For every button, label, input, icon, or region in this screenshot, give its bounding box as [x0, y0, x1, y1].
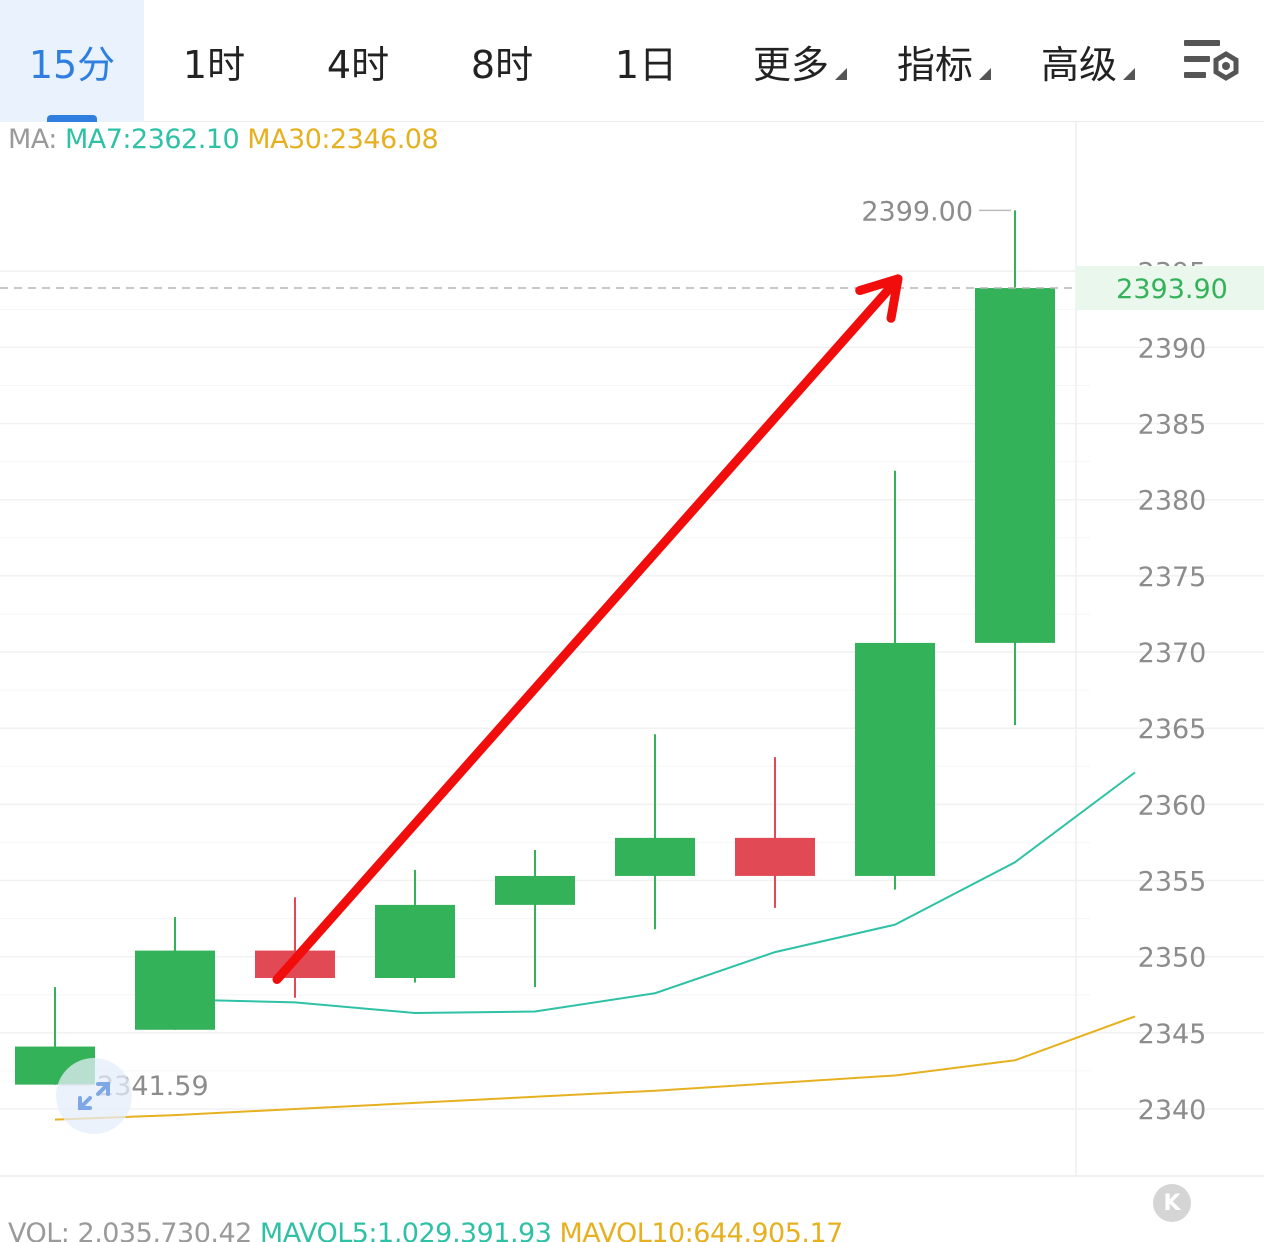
tab-1h[interactable]: 1时 [148, 0, 280, 122]
dropdown-caret-icon [979, 68, 991, 80]
tab-label: 4时 [326, 42, 390, 87]
volume-legend: VOL: 2,035,730.42 MAVOL5:1,029,391.93 MA… [8, 1218, 843, 1242]
ma30-line [54, 1015, 1136, 1121]
high-price-label: 2399.00 [861, 196, 973, 227]
y-tick-label: 2390 [1138, 333, 1207, 364]
tab-15min[interactable]: 15分 [0, 0, 144, 122]
tab-more-dropdown[interactable]: 更多 [740, 0, 860, 122]
tab-label: 15分 [28, 42, 116, 87]
tab-label: 8时 [470, 42, 534, 87]
last-price-tag [1076, 266, 1264, 311]
candle-body-up[interactable] [615, 837, 695, 876]
last-price-label: 2393.90 [1116, 274, 1228, 305]
timeframe-tabbar: 15分 1时 4时 8时 1日 更多 指标 高级 [0, 0, 1264, 122]
annotation-arrow-head [855, 274, 903, 323]
expand-chart-button[interactable] [56, 1058, 132, 1134]
tab-advanced-dropdown[interactable]: 高级 [1028, 0, 1148, 122]
chart-settings-icon[interactable] [1182, 36, 1242, 88]
kline-button-label: K [1163, 1190, 1181, 1216]
ma-prefix: MA: [8, 124, 57, 155]
y-tick-label: 2365 [1138, 714, 1207, 745]
mavol10-value: MAVOL10:644,905.17 [559, 1218, 843, 1242]
y-tick-label: 2375 [1138, 562, 1207, 593]
kline-toggle-button[interactable]: K [1153, 1184, 1191, 1222]
y-tick-label: 2355 [1138, 867, 1207, 898]
tab-label: 1时 [182, 42, 246, 87]
mavol5-value: MAVOL5:1,029,391.93 [259, 1218, 552, 1242]
candlestick-chart[interactable]: 2340 2345 2350 2355 2360 2365 2370 2375 2380 2385… [0, 122, 1264, 1184]
candle-body-up[interactable] [855, 642, 935, 876]
tab-indicators-dropdown[interactable]: 指标 [884, 0, 1004, 122]
ma30-value: MA30:2346.08 [247, 124, 439, 155]
candle-body-up[interactable] [375, 904, 455, 978]
candle-body-down[interactable] [735, 837, 815, 876]
ma7-line [174, 771, 1136, 1015]
tab-label: 更多 [752, 42, 829, 87]
dropdown-caret-icon [835, 68, 847, 80]
y-tick-label: 2385 [1138, 410, 1207, 441]
tab-4h[interactable]: 4时 [292, 0, 424, 122]
ma7-value: MA7:2362.10 [64, 124, 240, 155]
y-tick-label: 2370 [1138, 638, 1207, 669]
y-tick-label: 2360 [1138, 790, 1207, 821]
y-tick-label: 2350 [1138, 943, 1207, 974]
y-tick-label: 2340 [1138, 1095, 1207, 1126]
vol-value: VOL: 2,035,730.42 [8, 1218, 252, 1242]
y-tick-label: 2380 [1138, 486, 1207, 517]
tab-8h[interactable]: 8时 [436, 0, 568, 122]
dropdown-caret-icon [1123, 68, 1135, 80]
tab-1d[interactable]: 1日 [580, 0, 712, 122]
candle-body-up[interactable] [135, 950, 215, 1030]
tab-label: 指标 [896, 42, 973, 87]
expand-arrows-icon [78, 1082, 110, 1110]
tab-label: 高级 [1040, 42, 1117, 87]
ma-legend: MA: MA7:2362.10 MA30:2346.08 [8, 124, 439, 155]
candle-body-up[interactable] [975, 288, 1055, 643]
tab-label: 1日 [614, 42, 678, 87]
active-tab-indicator [47, 115, 97, 122]
y-tick-label: 2345 [1138, 1019, 1207, 1050]
annotation-arrow-shaft [272, 274, 903, 985]
candle-body-up[interactable] [495, 875, 575, 905]
